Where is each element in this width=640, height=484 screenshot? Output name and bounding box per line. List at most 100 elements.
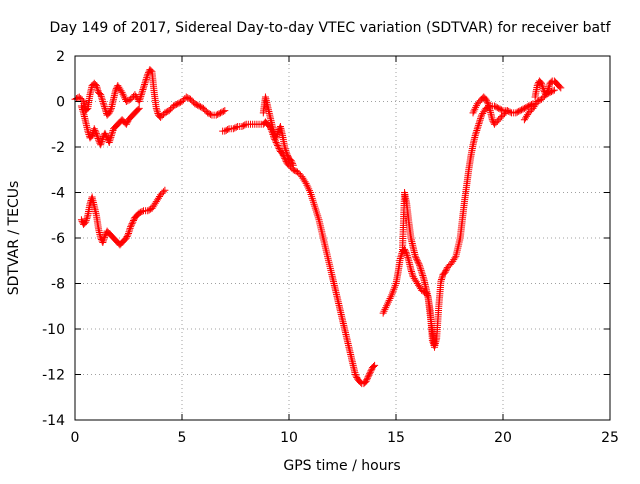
data-point — [97, 91, 105, 99]
data-point — [125, 229, 132, 237]
data-point-interp — [143, 74, 151, 82]
data-point-interp — [291, 167, 299, 175]
data-point — [77, 102, 85, 110]
data-point-interp — [483, 97, 491, 105]
data-point-interp — [412, 254, 420, 262]
data-point-interp — [119, 90, 127, 98]
data-point — [169, 102, 177, 110]
data-point-interp — [522, 104, 530, 112]
data-point-interp — [232, 123, 240, 131]
data-point-interp — [273, 132, 281, 140]
data-point-interp — [91, 126, 99, 134]
data-point-interp — [402, 248, 410, 256]
data-point — [204, 109, 212, 117]
data-point — [129, 218, 137, 226]
data-point-interp — [475, 120, 483, 128]
series-0 — [71, 66, 229, 121]
data-point-interp — [188, 97, 196, 105]
data-point-interp — [442, 267, 450, 275]
data-point-interp — [417, 265, 425, 273]
data-point — [411, 252, 419, 260]
data-point-interp — [96, 90, 104, 98]
data-point-interp — [438, 274, 446, 282]
data-point-interp — [94, 134, 102, 142]
data-point-interp — [108, 128, 116, 136]
data-point-interp — [382, 304, 390, 312]
series-6 — [398, 189, 439, 349]
data-point-interp — [175, 99, 183, 107]
data-point — [75, 93, 83, 101]
data-point-interp — [83, 213, 91, 221]
data-point-interp — [549, 87, 557, 95]
data-point-interp — [417, 266, 425, 274]
data-point — [289, 161, 297, 169]
series-1 — [77, 102, 143, 149]
data-point-interp — [241, 121, 249, 129]
data-point-interp — [363, 376, 371, 384]
data-point-interp — [472, 103, 480, 111]
data-point-interp — [153, 108, 161, 116]
data-point-interp — [171, 101, 179, 109]
data-point-interp — [363, 374, 371, 382]
data-point-interp — [548, 88, 556, 96]
series-3 — [219, 118, 379, 388]
data-point — [82, 218, 90, 226]
data-point-interp — [138, 207, 146, 215]
x-tick-label: 0 — [71, 430, 80, 446]
data-point-interp — [498, 106, 506, 114]
data-point-interp — [77, 94, 85, 102]
data-point-interp — [535, 97, 543, 105]
data-point — [490, 120, 498, 128]
data-point-interp — [123, 232, 131, 240]
data-point-interp — [500, 110, 508, 118]
data-point — [364, 373, 372, 381]
data-point — [92, 82, 100, 90]
y-tick-label: -8 — [51, 277, 65, 293]
data-point-interp — [121, 94, 129, 102]
data-layer — [71, 66, 565, 388]
data-point-interp — [366, 370, 374, 378]
data-point — [413, 257, 421, 265]
data-point-interp — [134, 105, 142, 113]
data-point — [283, 150, 291, 158]
data-point-interp — [79, 107, 87, 115]
data-point-interp — [409, 271, 417, 279]
data-point-interp — [158, 189, 166, 197]
series-9 — [520, 86, 558, 124]
data-point-interp — [282, 146, 290, 154]
data-point-interp — [539, 94, 547, 102]
data-point — [351, 371, 359, 378]
data-point-interp — [99, 99, 107, 107]
data-point — [495, 116, 503, 124]
data-point-interp — [92, 128, 100, 136]
data-point-interp — [493, 117, 501, 125]
data-point-interp — [305, 185, 313, 193]
data-point — [473, 125, 481, 133]
data-point-interp — [141, 79, 149, 87]
data-point — [105, 138, 113, 146]
data-point-interp — [543, 90, 551, 98]
data-point-interp — [474, 121, 482, 129]
data-point-interp — [159, 188, 167, 196]
data-point-interp — [214, 110, 222, 118]
data-point-interp — [403, 252, 411, 260]
data-point-interp — [218, 108, 226, 116]
data-point-interp — [485, 103, 493, 111]
data-point — [157, 113, 165, 121]
data-point-interp — [106, 135, 114, 143]
data-point — [161, 109, 169, 117]
data-point-interp — [513, 108, 521, 116]
data-point — [362, 377, 370, 385]
data-point-interp — [419, 272, 427, 280]
data-point-interp — [126, 224, 134, 232]
data-point-interp — [370, 363, 378, 371]
data-point-interp — [470, 107, 478, 115]
data-point — [137, 91, 145, 99]
data-point-interp — [384, 298, 392, 306]
data-point-interp — [87, 133, 95, 141]
data-point-interp — [492, 103, 500, 111]
data-point-interp — [93, 85, 101, 93]
data-point — [112, 86, 120, 94]
data-point-interp — [93, 133, 101, 141]
